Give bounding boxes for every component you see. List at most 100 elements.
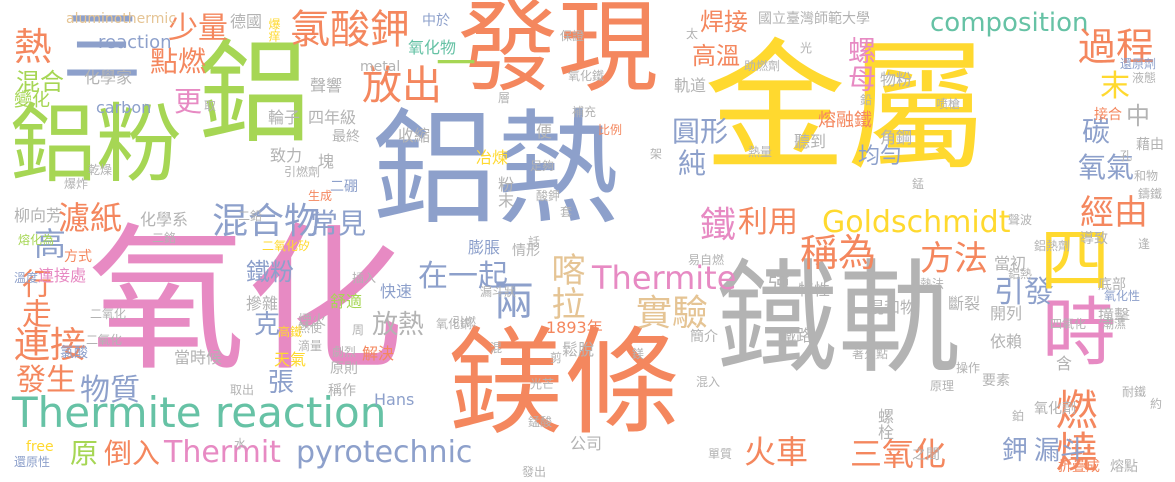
word-w167: 熱法 bbox=[920, 277, 945, 291]
word-w21: 實驗 bbox=[636, 293, 709, 334]
word-w5: 鎂條 bbox=[448, 316, 680, 451]
word-w77: 聲響 bbox=[310, 76, 343, 95]
word-w102: 方式 bbox=[64, 249, 92, 265]
word-w19: pyrotechnic bbox=[296, 435, 473, 470]
word-w137: 氯酸 bbox=[60, 345, 88, 361]
word-w86: 膨脹 bbox=[468, 238, 501, 257]
word-w109: 摻雜 bbox=[246, 294, 279, 313]
word-w11: Thermite reaction bbox=[12, 388, 387, 437]
word-w75: 中於 bbox=[422, 13, 450, 29]
word-w121: 當時候 bbox=[174, 348, 223, 367]
word-w80: 四年級 bbox=[308, 108, 357, 127]
word-w97: 二硼 bbox=[330, 179, 358, 195]
word-w57: 鐵粉 bbox=[246, 258, 294, 286]
word-w98: 塊 bbox=[318, 152, 335, 171]
word-w134: 單質 bbox=[708, 447, 733, 461]
word-w196: 逢 bbox=[1138, 237, 1151, 251]
word-w176: 足夠 bbox=[530, 159, 555, 173]
word-w63: 克 bbox=[254, 310, 281, 340]
word-w164: 煙火 bbox=[298, 313, 326, 329]
word-w69: reaction bbox=[98, 32, 172, 53]
word-w24: 一 bbox=[436, 41, 476, 87]
word-w142: 引燃劑 bbox=[284, 165, 321, 179]
word-w56: 變化 bbox=[14, 90, 50, 111]
word-w31: 倒入 bbox=[104, 437, 161, 470]
word-w26: 喀拉 bbox=[545, 252, 585, 320]
word-w193: 光 bbox=[800, 41, 813, 55]
word-w198: 鎂 bbox=[632, 347, 645, 361]
word-w123: free bbox=[26, 439, 54, 455]
word-w60: 純 bbox=[678, 147, 707, 180]
word-w84: 冶煉 bbox=[476, 148, 509, 167]
word-w101: 導致 bbox=[1080, 231, 1108, 247]
word-w128: 二氧化矽 bbox=[262, 239, 311, 253]
word-w58: 均勻 bbox=[858, 144, 903, 169]
word-w100: 當初 bbox=[994, 254, 1027, 273]
word-w114: 鬆脫 bbox=[562, 340, 595, 359]
word-w8: 鋁 bbox=[198, 29, 310, 159]
word-w7: 鋁粉 bbox=[10, 95, 182, 195]
word-w116: 依賴 bbox=[990, 332, 1023, 351]
word-w14: Goldschmidt bbox=[822, 205, 1011, 240]
word-w192: 太 bbox=[686, 27, 699, 41]
word-w22: 放出 bbox=[362, 63, 442, 109]
word-w46: 濾紙 bbox=[58, 199, 123, 237]
word-w132: 折疊成 bbox=[1058, 459, 1100, 475]
word-w83: 致力 bbox=[270, 146, 303, 165]
word-w139: 溫度 bbox=[14, 271, 39, 285]
word-w159: 乾燥 bbox=[88, 163, 113, 177]
word-w155: 漏斗狀 bbox=[480, 285, 517, 299]
word-w71: carbon bbox=[96, 98, 152, 117]
word-w44: 點燃 bbox=[150, 45, 207, 78]
word-w189: 周 bbox=[352, 323, 365, 337]
word-w27: 燃燒 bbox=[1049, 388, 1098, 472]
word-w20: 方法 bbox=[920, 239, 988, 279]
word-w33: 過程 bbox=[1078, 25, 1155, 69]
word-w119: 稱作 bbox=[328, 383, 356, 399]
word-w178: 和物 bbox=[1134, 169, 1159, 183]
word-w161: 熱使 bbox=[298, 321, 323, 335]
word-w156: 取出 bbox=[230, 383, 255, 397]
word-w138: 熔化為 bbox=[18, 233, 55, 247]
word-w40: 高 bbox=[34, 225, 67, 263]
word-w55: 混合 bbox=[16, 68, 64, 96]
word-w201: 二氧化 bbox=[90, 307, 127, 321]
word-w108: 斷裂 bbox=[948, 294, 981, 313]
word-w28: 三氧化 bbox=[850, 435, 947, 473]
word-w141: 生成 bbox=[308, 189, 333, 203]
word-w78: metal bbox=[360, 59, 401, 75]
word-w9: 時 bbox=[1042, 290, 1116, 376]
word-w115: 解決 bbox=[362, 344, 395, 363]
word-w42: 高溫 bbox=[692, 42, 740, 70]
word-w88: 物粉 bbox=[880, 70, 913, 89]
word-w186: 取 bbox=[204, 99, 217, 113]
word-w91: 熔融鐵 bbox=[818, 110, 872, 131]
word-w160: 二鉻 bbox=[152, 231, 177, 245]
word-w150: 光芒 bbox=[530, 377, 555, 391]
word-w158: 錳酸 bbox=[528, 415, 553, 429]
word-w136: 底部 bbox=[1098, 277, 1126, 293]
word-w35: 引發 bbox=[994, 275, 1054, 310]
word-w126: 之間 bbox=[912, 447, 940, 463]
word-w95: 柳向芳 bbox=[14, 206, 63, 225]
word-w104: 快速 bbox=[380, 282, 413, 301]
word-w143: 助燃劑 bbox=[744, 59, 781, 73]
word-w48: 螺母 bbox=[844, 36, 877, 92]
word-w82: 收縮 bbox=[398, 126, 431, 145]
word-w105: 情形 bbox=[512, 243, 540, 259]
word-w39: 熱 bbox=[14, 25, 53, 69]
word-w34: 經由 bbox=[1080, 193, 1148, 233]
word-w122: Hans bbox=[374, 390, 415, 409]
word-w135: 要素 bbox=[982, 373, 1010, 389]
word-w107: 混和物 bbox=[868, 298, 917, 317]
word-w190: 混 bbox=[490, 341, 503, 355]
word-w120: 1893年 bbox=[546, 318, 603, 337]
word-w180: 耐鐵 bbox=[1122, 385, 1147, 399]
word-w188: 話 bbox=[528, 235, 541, 249]
word-w118: 原則 bbox=[330, 361, 358, 377]
word-w96: 化學系 bbox=[140, 210, 189, 229]
word-w94: 藉由 bbox=[1136, 137, 1164, 153]
word-w3: 金屬 bbox=[704, 26, 988, 191]
word-w185: 架 bbox=[650, 147, 663, 161]
word-w30: 物質 bbox=[80, 373, 140, 408]
